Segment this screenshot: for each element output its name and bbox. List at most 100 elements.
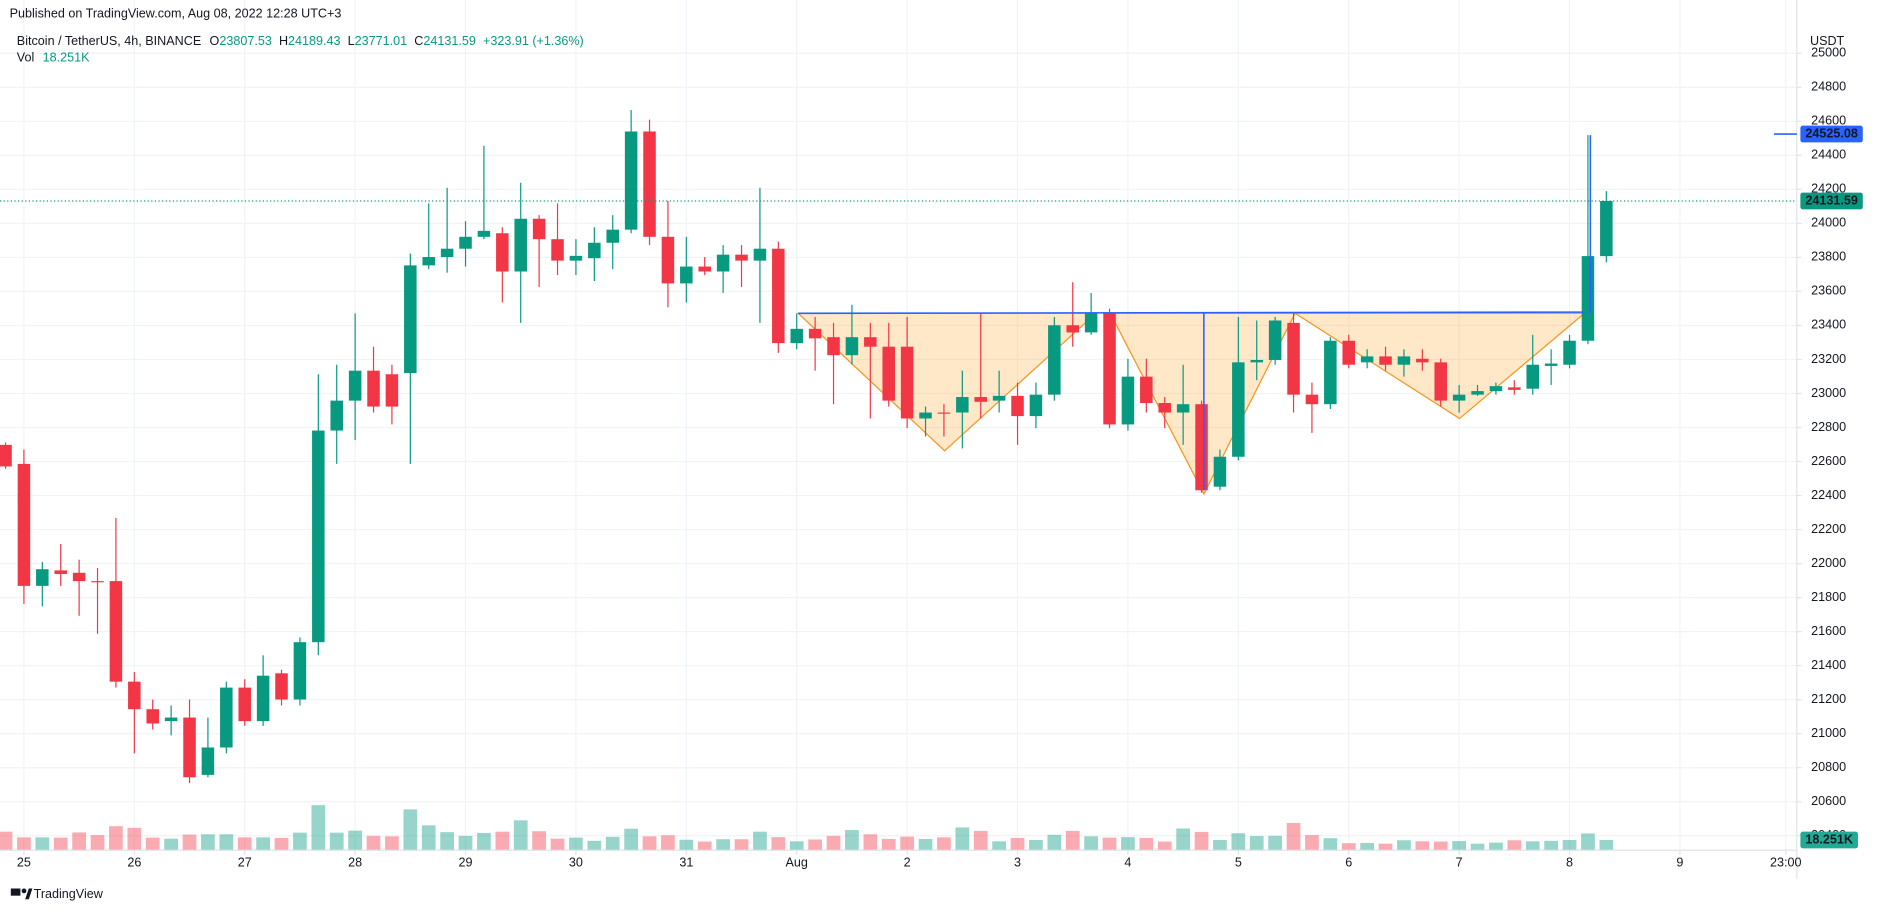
x-tick-label: 3 <box>1014 856 1021 870</box>
volume-bar <box>642 836 657 851</box>
y-tick-label: 22800 <box>1811 420 1846 434</box>
volume-bar <box>1157 841 1172 851</box>
volume-bar <box>1562 839 1577 851</box>
candle-body <box>1305 394 1319 405</box>
legend-key: H <box>279 34 288 48</box>
volume-bar <box>293 832 307 851</box>
candle-body <box>1544 363 1558 366</box>
volume-bar <box>1470 843 1485 851</box>
y-tick-label: 22400 <box>1811 488 1846 502</box>
candle-body <box>459 236 472 249</box>
candle-body <box>661 236 675 284</box>
legend-low: 23771.01 <box>355 34 408 48</box>
volume-bar <box>789 841 804 851</box>
legend-close: 24131.59 <box>423 34 476 48</box>
volume-bar <box>458 835 473 851</box>
volume-bar <box>1599 840 1614 851</box>
candle-body <box>1342 340 1355 365</box>
candle-body <box>440 248 454 258</box>
candle-body <box>477 230 491 237</box>
candle-body <box>569 255 583 261</box>
volume-bar <box>900 836 914 851</box>
candle-body <box>808 328 822 339</box>
y-tick-label: 21600 <box>1811 624 1846 638</box>
volume-bar <box>1065 830 1080 851</box>
candle-body <box>827 337 840 356</box>
volume-bar <box>624 828 638 851</box>
currency: USDT <box>1810 34 1845 48</box>
candle-body <box>1176 404 1190 413</box>
volume-bar <box>90 835 105 851</box>
candle-body <box>900 346 914 419</box>
volume-bar <box>587 840 602 851</box>
candle-body <box>882 346 895 401</box>
volume-bar <box>679 839 694 851</box>
volume-bar <box>164 838 178 851</box>
volume-bar <box>1415 841 1430 851</box>
candle-body <box>1452 394 1466 401</box>
volume-badge <box>1800 831 1858 849</box>
y-tick-label: 21200 <box>1811 692 1846 706</box>
volume-bar <box>1323 838 1338 851</box>
volume-pane <box>0 805 1614 851</box>
candle-body <box>551 239 564 261</box>
candle-body <box>1048 325 1061 395</box>
candle-body <box>753 248 767 261</box>
x-tick-label: Aug <box>786 856 808 870</box>
volume-bar <box>697 841 712 851</box>
volume-bar <box>973 830 988 851</box>
candle-body <box>1084 313 1098 333</box>
volume-bar <box>72 832 86 851</box>
candle-body <box>790 328 803 344</box>
x-tick-label: 6 <box>1345 856 1352 870</box>
logo-mark <box>25 888 33 900</box>
brand: TradingView <box>34 887 104 901</box>
volume-name: Vol <box>17 51 35 65</box>
candle-body <box>348 370 362 401</box>
x-tick-label: 2 <box>904 856 911 870</box>
volume-bar <box>1489 842 1503 851</box>
volume-bar <box>937 837 951 851</box>
legend-title: Bitcoin / TetherUS, 4h, BINANCE <box>17 34 201 48</box>
volume-bar <box>127 827 142 851</box>
candle-body <box>588 242 601 259</box>
candle-body <box>845 337 859 356</box>
y-tick-label: 21800 <box>1811 590 1846 604</box>
candle-body <box>496 233 509 272</box>
volume-bar <box>348 830 362 851</box>
volume-bar <box>918 838 933 851</box>
x-tick-label: 26 <box>127 856 141 870</box>
candle-body <box>164 717 178 722</box>
volume-bar <box>237 837 252 851</box>
volume-bar <box>219 834 234 851</box>
volume-bar <box>1029 839 1043 851</box>
volume-bar <box>1507 840 1522 851</box>
candle-body <box>17 463 31 586</box>
y-tick-label: 20600 <box>1811 794 1846 808</box>
volume-bar <box>1121 837 1135 851</box>
legend-change: +323.91 (+1.36%) <box>483 34 584 48</box>
volume-bar <box>1581 833 1595 851</box>
y-tick-label: 22000 <box>1811 556 1846 570</box>
candle-body <box>1232 362 1245 457</box>
volume-bar <box>1010 837 1025 851</box>
volume-bar <box>182 834 197 851</box>
volume-bar <box>605 836 620 851</box>
y-tick-label: 21400 <box>1811 658 1846 672</box>
brand-logo: TradingView <box>10 887 104 901</box>
volume-bar <box>661 835 675 851</box>
candle-body <box>1121 376 1135 425</box>
volume-bar <box>109 826 123 851</box>
candle-body <box>220 687 233 748</box>
candle-body <box>680 266 693 284</box>
volume-bar <box>256 837 270 851</box>
candle-body <box>1140 376 1153 404</box>
x-tick-label: 23:00 <box>1770 856 1802 870</box>
legend-key: L <box>348 34 355 48</box>
y-tick-label: 23800 <box>1811 250 1846 264</box>
candle-body <box>1011 395 1024 417</box>
volume-bar <box>1231 833 1246 851</box>
candle-body <box>54 570 67 574</box>
x-tick-label: 8 <box>1566 856 1573 870</box>
